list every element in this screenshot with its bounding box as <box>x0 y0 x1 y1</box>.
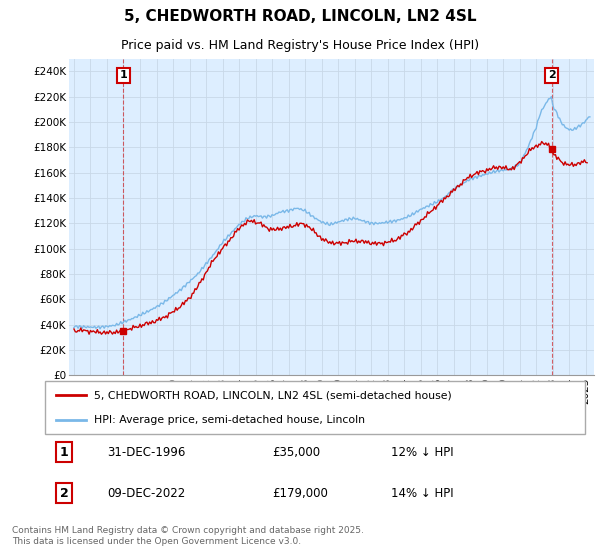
Text: HPI: Average price, semi-detached house, Lincoln: HPI: Average price, semi-detached house,… <box>94 414 365 424</box>
Text: 2: 2 <box>59 487 68 500</box>
Text: 2: 2 <box>548 70 556 80</box>
Text: 12% ↓ HPI: 12% ↓ HPI <box>391 446 453 459</box>
Text: 09-DEC-2022: 09-DEC-2022 <box>107 487 185 500</box>
Text: 31-DEC-1996: 31-DEC-1996 <box>107 446 185 459</box>
Text: £35,000: £35,000 <box>272 446 320 459</box>
Text: 5, CHEDWORTH ROAD, LINCOLN, LN2 4SL: 5, CHEDWORTH ROAD, LINCOLN, LN2 4SL <box>124 9 476 24</box>
Text: 1: 1 <box>59 446 68 459</box>
Text: Price paid vs. HM Land Registry's House Price Index (HPI): Price paid vs. HM Land Registry's House … <box>121 39 479 53</box>
Text: 14% ↓ HPI: 14% ↓ HPI <box>391 487 453 500</box>
FancyBboxPatch shape <box>45 381 585 434</box>
Text: £179,000: £179,000 <box>272 487 328 500</box>
Text: 5, CHEDWORTH ROAD, LINCOLN, LN2 4SL (semi-detached house): 5, CHEDWORTH ROAD, LINCOLN, LN2 4SL (sem… <box>94 390 451 400</box>
Text: 1: 1 <box>119 70 127 80</box>
Text: Contains HM Land Registry data © Crown copyright and database right 2025.
This d: Contains HM Land Registry data © Crown c… <box>12 526 364 546</box>
